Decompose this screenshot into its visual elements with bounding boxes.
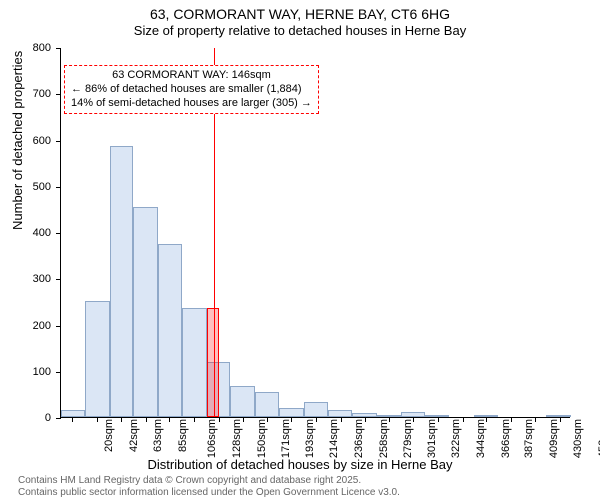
x-tick-mark bbox=[146, 417, 147, 422]
footer-line2: Contains public sector information licen… bbox=[18, 487, 400, 499]
x-tick-label: 150sqm bbox=[256, 419, 268, 458]
y-tick-label: 100 bbox=[21, 366, 51, 378]
chart-title-main: 63, CORMORANT WAY, HERNE BAY, CT6 6HG bbox=[0, 6, 600, 23]
histogram-bar bbox=[279, 408, 304, 417]
annotation-line1: 63 CORMORANT WAY: 146sqm bbox=[71, 69, 312, 83]
x-tick-mark bbox=[413, 417, 414, 422]
histogram-bar bbox=[61, 410, 85, 417]
x-tick-mark bbox=[438, 417, 439, 422]
x-tick-label: 214sqm bbox=[328, 419, 340, 458]
x-tick-label: 171sqm bbox=[280, 419, 292, 458]
x-tick-mark bbox=[267, 417, 268, 422]
footer-attribution: Contains HM Land Registry data © Crown c… bbox=[18, 475, 400, 498]
x-tick-mark bbox=[291, 417, 292, 422]
x-tick-label: 366sqm bbox=[500, 419, 512, 458]
footer-line1: Contains HM Land Registry data © Crown c… bbox=[18, 475, 400, 487]
x-tick-label: 301sqm bbox=[426, 419, 438, 458]
y-tick-label: 300 bbox=[21, 273, 51, 285]
x-tick-mark bbox=[511, 417, 512, 422]
annotation-box: 63 CORMORANT WAY: 146sqm ← 86% of detach… bbox=[64, 65, 319, 114]
x-tick-label: 279sqm bbox=[402, 419, 414, 458]
y-tick-mark bbox=[56, 141, 61, 142]
histogram-bar bbox=[304, 402, 329, 417]
histogram-bar bbox=[158, 244, 182, 417]
y-tick-label: 500 bbox=[21, 181, 51, 193]
x-tick-mark bbox=[560, 417, 561, 422]
y-tick-mark bbox=[56, 94, 61, 95]
x-tick-mark bbox=[365, 417, 366, 422]
x-tick-mark bbox=[535, 417, 536, 422]
y-tick-label: 400 bbox=[21, 227, 51, 239]
y-tick-mark bbox=[56, 187, 61, 188]
x-tick-label: 128sqm bbox=[231, 419, 243, 458]
x-tick-mark bbox=[463, 417, 464, 422]
x-tick-mark bbox=[194, 417, 195, 422]
histogram-bar bbox=[255, 392, 279, 417]
x-tick-mark bbox=[341, 417, 342, 422]
histogram-bar bbox=[546, 415, 571, 417]
x-tick-mark bbox=[243, 417, 244, 422]
chart-title-sub: Size of property relative to detached ho… bbox=[0, 23, 600, 39]
x-tick-mark bbox=[169, 417, 170, 422]
y-tick-mark bbox=[56, 418, 61, 419]
x-tick-label: 42sqm bbox=[128, 419, 140, 452]
x-tick-label: 409sqm bbox=[548, 419, 560, 458]
histogram-bar bbox=[110, 146, 134, 417]
x-tick-label: 20sqm bbox=[103, 419, 115, 452]
x-tick-label: 387sqm bbox=[524, 419, 536, 458]
histogram-bar bbox=[328, 410, 352, 417]
x-tick-mark bbox=[316, 417, 317, 422]
x-tick-label: 430sqm bbox=[572, 419, 584, 458]
y-tick-mark bbox=[56, 326, 61, 327]
highlight-bar bbox=[207, 308, 219, 417]
chart-area: 010020030040050060070080020sqm42sqm63sqm… bbox=[60, 48, 570, 418]
x-tick-label: 236sqm bbox=[353, 419, 365, 458]
y-tick-label: 700 bbox=[21, 88, 51, 100]
x-tick-mark bbox=[121, 417, 122, 422]
y-tick-label: 800 bbox=[21, 42, 51, 54]
x-tick-label: 106sqm bbox=[206, 419, 218, 458]
x-tick-label: 258sqm bbox=[378, 419, 390, 458]
y-tick-mark bbox=[56, 372, 61, 373]
x-tick-label: 85sqm bbox=[177, 419, 189, 452]
histogram-bar bbox=[133, 207, 158, 417]
x-tick-mark bbox=[389, 417, 390, 422]
chart-title-block: 63, CORMORANT WAY, HERNE BAY, CT6 6HG Si… bbox=[0, 0, 600, 38]
y-tick-label: 600 bbox=[21, 135, 51, 147]
histogram-bar bbox=[182, 308, 207, 417]
x-tick-label: 63sqm bbox=[152, 419, 164, 452]
x-axis-title: Distribution of detached houses by size … bbox=[0, 457, 600, 472]
x-tick-label: 344sqm bbox=[475, 419, 487, 458]
y-tick-label: 200 bbox=[21, 320, 51, 332]
y-tick-mark bbox=[56, 233, 61, 234]
histogram-bar bbox=[230, 386, 255, 417]
y-tick-label: 0 bbox=[21, 412, 51, 424]
x-tick-label: 193sqm bbox=[305, 419, 317, 458]
histogram-bar bbox=[85, 301, 110, 417]
y-tick-mark bbox=[56, 48, 61, 49]
annotation-line3: 14% of semi-detached houses are larger (… bbox=[71, 97, 312, 111]
y-tick-mark bbox=[56, 279, 61, 280]
x-tick-mark bbox=[219, 417, 220, 422]
x-tick-mark bbox=[97, 417, 98, 422]
x-tick-mark bbox=[486, 417, 487, 422]
x-tick-label: 322sqm bbox=[450, 419, 462, 458]
annotation-line2: ← 86% of detached houses are smaller (1,… bbox=[71, 83, 312, 97]
x-tick-mark bbox=[72, 417, 73, 422]
